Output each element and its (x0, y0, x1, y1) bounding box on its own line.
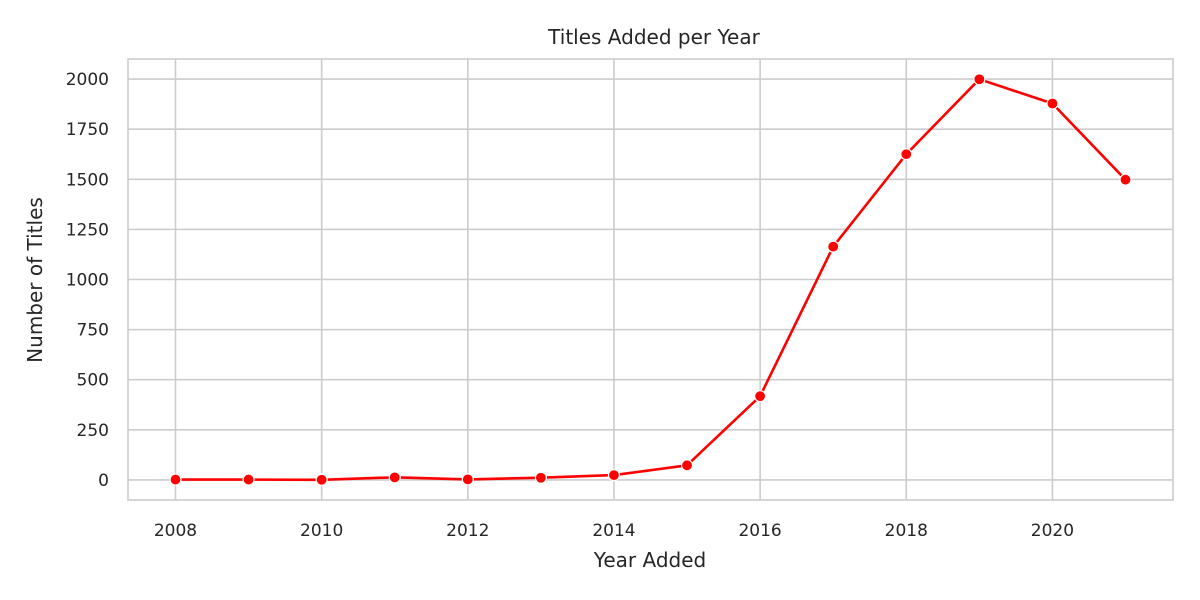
data-point (827, 240, 840, 253)
data-point (754, 390, 767, 403)
y-tick-label: 1750 (66, 120, 109, 140)
y-tick-label: 1000 (66, 271, 109, 291)
y-tick-labels: 0 250 500 750 1000 1250 1500 1750 2000 (66, 70, 109, 491)
y-tick-label: 0 (98, 471, 109, 491)
data-point (1119, 173, 1132, 186)
data-point (534, 471, 547, 484)
gridlines (128, 59, 1173, 500)
y-tick-label: 250 (77, 421, 109, 441)
y-tick-label: 1500 (66, 170, 109, 190)
data-point (315, 473, 328, 486)
x-tick-label: 2014 (592, 521, 635, 541)
x-tick-label: 2020 (1031, 521, 1074, 541)
y-tick-label: 1250 (66, 220, 109, 240)
y-tick-label: 750 (77, 321, 109, 341)
y-axis-label: Number of Titles (23, 197, 47, 363)
x-tick-label: 2010 (300, 521, 343, 541)
data-point (1046, 97, 1059, 110)
x-tick-label: 2012 (446, 521, 489, 541)
series-line (175, 77, 1127, 482)
y-tick-label: 500 (77, 371, 109, 391)
data-point (973, 73, 986, 86)
y-tick-label: 2000 (66, 70, 109, 90)
x-tick-label: 2018 (885, 521, 928, 541)
plot-frame (127, 58, 1174, 501)
data-point (900, 148, 913, 161)
chart-title: Titles Added per Year (547, 25, 760, 49)
x-axis-label: Year Added (593, 548, 706, 572)
data-point (461, 473, 474, 486)
data-point (388, 471, 401, 484)
data-point (242, 473, 255, 486)
data-point (607, 469, 621, 482)
x-tick-label: 2016 (738, 521, 781, 541)
series-layer (169, 73, 1132, 486)
x-tick-label: 2008 (154, 521, 197, 541)
x-tick-labels: 2008 2010 2012 2014 2016 2018 2020 (154, 521, 1074, 541)
data-point (680, 459, 694, 472)
data-point (169, 473, 182, 486)
